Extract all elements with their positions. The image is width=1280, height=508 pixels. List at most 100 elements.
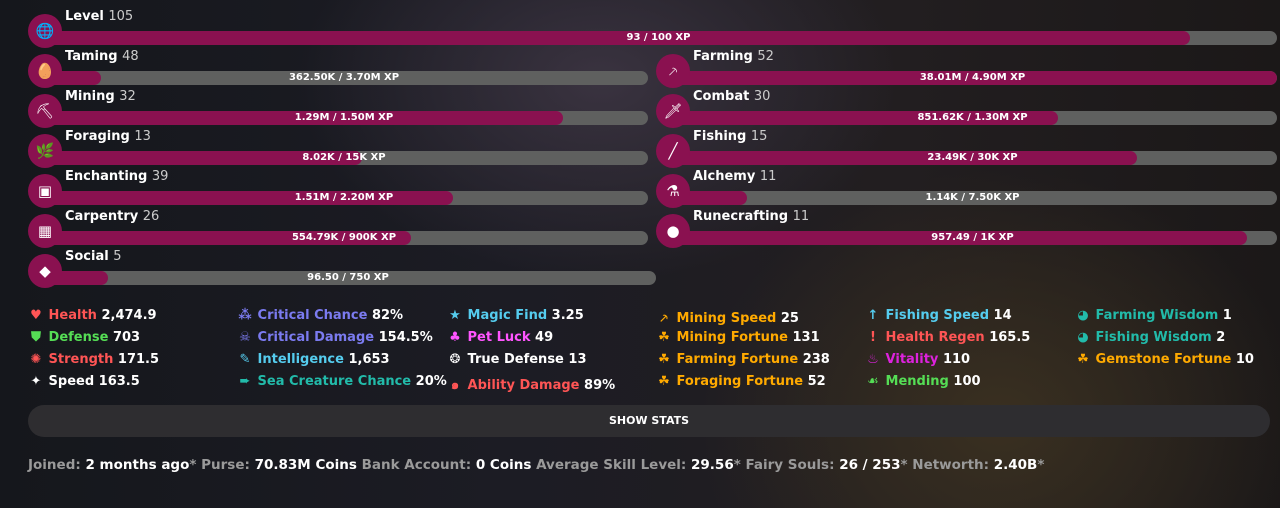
skill-alchemy: ⚗ Alchemy 11 1.14K / 7.50K XP bbox=[656, 169, 1277, 214]
skill-progress-bar: 8.02K / 15K XP bbox=[40, 151, 648, 165]
skill-name: Fishing 15 bbox=[693, 129, 767, 144]
summary-key: Purse: bbox=[201, 457, 250, 473]
stat-fishing-speed: ↑ Fishing Speed 14 bbox=[865, 308, 1012, 323]
skill-name: Social 5 bbox=[65, 249, 122, 264]
xp-text: 1.51M / 2.20M XP bbox=[294, 192, 394, 203]
summary-item: Average Skill Level: 29.56* bbox=[536, 457, 745, 473]
stat-fishing-wisdom: ◕ Fishing Wisdom 2 bbox=[1075, 330, 1225, 345]
strength-icon: ✺ bbox=[30, 352, 42, 367]
skill-level: 52 bbox=[757, 49, 774, 64]
fish-icon: ➨ bbox=[239, 374, 251, 389]
stat-critical-chance: ⁂ Critical Chance 82% bbox=[237, 308, 403, 323]
skill-label: Foraging bbox=[65, 129, 130, 144]
stat-label: Farming Fortune bbox=[676, 352, 799, 367]
skill-name: Farming 52 bbox=[693, 49, 774, 64]
stat-value: 52 bbox=[807, 374, 826, 389]
skill-name: Level 105 bbox=[65, 9, 133, 24]
skill-label: Carpentry bbox=[65, 209, 139, 224]
stat-foraging-fortune: ☘ Foraging Fortune 52 bbox=[656, 374, 826, 389]
fishing-speed-icon: ↑ bbox=[867, 308, 879, 323]
crit-chance-icon: ⁂ bbox=[238, 308, 252, 323]
enchanting-table-icon: ▣ bbox=[28, 174, 62, 208]
skill-level: 15 bbox=[750, 129, 768, 144]
club-icon: ♣ bbox=[449, 330, 461, 345]
skill-progress-bar: 96.50 / 750 XP bbox=[40, 271, 656, 285]
skill-name: Alchemy 11 bbox=[693, 169, 776, 184]
stat-mining-speed: ⸕ Mining Speed 25 bbox=[656, 308, 799, 326]
skill-runecrafting: ● Runecrafting 11 957.49 / 1K XP bbox=[656, 209, 1277, 254]
heart-icon: ♥ bbox=[30, 308, 42, 323]
xp-text: 362.50K / 3.70M XP bbox=[288, 72, 400, 83]
xp-text: 1.29M / 1.50M XP bbox=[294, 112, 394, 123]
skill-level: 48 bbox=[122, 49, 139, 64]
skill-level: 30 bbox=[753, 89, 771, 104]
stat-health-regen: ! Health Regen 165.5 bbox=[865, 330, 1030, 345]
stat-label: Sea Creature Chance bbox=[257, 374, 412, 389]
skill-level: 🌐 Level 105 93 / 100 XP bbox=[28, 9, 1277, 54]
stat-value: 1,653 bbox=[348, 352, 390, 367]
summary-key: Fairy Souls: bbox=[745, 457, 835, 473]
stat-value: 703 bbox=[112, 330, 141, 345]
stat-intelligence: ✎ Intelligence 1,653 bbox=[237, 352, 390, 367]
xp-text: 554.79K / 900K XP bbox=[291, 232, 397, 243]
xp-text: 23.49K / 30K XP bbox=[927, 152, 1018, 163]
skill-level: 105 bbox=[108, 9, 134, 24]
skill-label: Runecrafting bbox=[693, 209, 789, 224]
skill-name: Combat 30 bbox=[693, 89, 770, 104]
stat-value: 25 bbox=[780, 311, 799, 326]
stat-label: Foraging Fortune bbox=[676, 374, 804, 389]
stat-label: Speed bbox=[48, 374, 95, 389]
clover-icon: ☘ bbox=[1077, 352, 1089, 367]
stat-health: ♥ Health 2,474.9 bbox=[28, 308, 156, 323]
skill-progress-bar: 1.29M / 1.50M XP bbox=[40, 111, 648, 125]
progress-fill bbox=[40, 151, 363, 165]
stat-value: 20% bbox=[415, 374, 447, 389]
stat-label: Health Regen bbox=[885, 330, 985, 345]
stat-value: 14 bbox=[993, 308, 1012, 323]
skill-level: 26 bbox=[142, 209, 160, 224]
skill-progress-bar: 38.01M / 4.90M XP bbox=[668, 71, 1277, 85]
skill-progress-bar: 23.49K / 30K XP bbox=[668, 151, 1277, 165]
show-stats-button[interactable]: SHOW STATS bbox=[28, 405, 1270, 437]
summary-value: 2.40B bbox=[993, 457, 1038, 473]
spawn-egg-icon: 🥚 bbox=[28, 54, 62, 88]
stat-label: Health bbox=[48, 308, 97, 323]
skill-combat: 🗡 Combat 30 851.62K / 1.30M XP bbox=[656, 89, 1277, 134]
stat-ability-damage: ๑ Ability Damage 89% bbox=[447, 374, 615, 395]
asterisk: * bbox=[733, 457, 741, 473]
stat-value: 163.5 bbox=[98, 374, 140, 389]
skill-farming: ⸕ Farming 52 38.01M / 4.90M XP bbox=[656, 49, 1277, 94]
health-regen-icon: ! bbox=[870, 330, 876, 345]
summary-item: Fairy Souls: 26 / 253* bbox=[745, 457, 912, 473]
skill-name: Mining 32 bbox=[65, 89, 136, 104]
xp-text: 93 / 100 XP bbox=[626, 32, 691, 43]
stat-label: Farming Wisdom bbox=[1095, 308, 1219, 323]
skill-level: 39 bbox=[151, 169, 169, 184]
skill-level: 11 bbox=[759, 169, 777, 184]
stat-label: Pet Luck bbox=[467, 330, 531, 345]
emerald-icon: ◆ bbox=[28, 254, 62, 288]
stat-sea-creature-chance: ➨ Sea Creature Chance 20% bbox=[237, 374, 447, 389]
stat-label: Strength bbox=[48, 352, 114, 367]
summary-item: Joined: 2 months ago* bbox=[28, 457, 201, 473]
skill-name: Carpentry 26 bbox=[65, 209, 159, 224]
summary-value: 29.56 bbox=[691, 457, 734, 473]
skill-name: Foraging 13 bbox=[65, 129, 151, 144]
stat-critical-damage: ☠ Critical Damage 154.5% bbox=[237, 330, 433, 345]
progress-fill bbox=[40, 231, 411, 245]
sapling-icon: 🌿 bbox=[28, 134, 62, 168]
stat-label: Intelligence bbox=[257, 352, 344, 367]
asterisk: * bbox=[189, 457, 197, 473]
skill-label: Taming bbox=[65, 49, 118, 64]
skill-label: Social bbox=[65, 249, 109, 264]
skill-progress-bar: 1.14K / 7.50K XP bbox=[668, 191, 1277, 205]
stat-vitality: ♨ Vitality 110 bbox=[865, 352, 970, 367]
summary-key: Average Skill Level: bbox=[536, 457, 687, 473]
shield-icon: ⛊ bbox=[31, 330, 41, 345]
stat-label: Critical Chance bbox=[257, 308, 368, 323]
vitality-icon: ♨ bbox=[867, 352, 879, 367]
progress-fill bbox=[668, 111, 1058, 125]
xp-text: 38.01M / 4.90M XP bbox=[919, 72, 1026, 83]
wisdom-icon: ◕ bbox=[1077, 330, 1089, 345]
skill-label: Alchemy bbox=[693, 169, 756, 184]
